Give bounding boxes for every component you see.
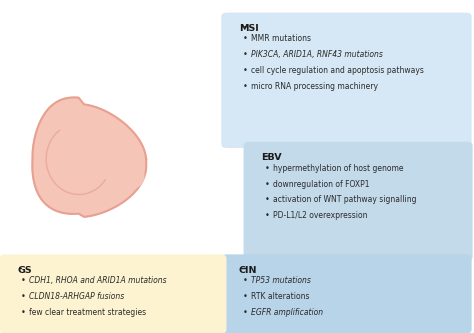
Text: downregulation of FOXP1: downregulation of FOXP1 [273,179,369,188]
Text: CLDN18-ARHGAP fusions: CLDN18-ARHGAP fusions [29,292,124,301]
Text: •: • [243,82,247,91]
Text: •: • [243,66,247,75]
Text: •: • [243,50,247,59]
FancyBboxPatch shape [221,254,472,333]
Text: •: • [243,292,247,301]
Text: MMR mutations: MMR mutations [251,34,310,43]
Text: GS: GS [17,266,32,275]
Text: CDH1, RHOA and ARID1A mutations: CDH1, RHOA and ARID1A mutations [29,276,167,285]
Text: few clear treatment strategies: few clear treatment strategies [29,308,146,317]
Text: TP53 mutations: TP53 mutations [251,276,310,285]
FancyBboxPatch shape [244,142,473,261]
Text: •: • [265,195,270,204]
Text: RTK alterations: RTK alterations [251,292,309,301]
FancyBboxPatch shape [221,13,472,148]
Text: micro RNA processing machinery: micro RNA processing machinery [251,82,378,91]
Text: •: • [243,308,247,317]
Text: CIN: CIN [239,266,257,275]
Text: PIK3CA, ARID1A, RNF43 mutations: PIK3CA, ARID1A, RNF43 mutations [251,50,383,59]
Text: •: • [265,164,270,172]
Text: PD-L1/L2 overexpression: PD-L1/L2 overexpression [273,211,367,220]
Text: •: • [21,308,26,317]
Text: hypermethylation of host genome: hypermethylation of host genome [273,164,403,172]
Text: activation of WNT pathway signalling: activation of WNT pathway signalling [273,195,416,204]
Text: •: • [265,211,270,220]
Text: EBV: EBV [261,153,282,162]
Polygon shape [32,98,146,217]
Text: MSI: MSI [239,24,258,33]
Polygon shape [135,164,144,187]
Text: •: • [265,179,270,188]
FancyBboxPatch shape [0,254,227,333]
Text: •: • [243,276,247,285]
Text: •: • [21,292,26,301]
Text: •: • [243,34,247,43]
Text: •: • [21,276,26,285]
Text: EGFR amplification: EGFR amplification [251,308,323,317]
Text: cell cycle regulation and apoptosis pathways: cell cycle regulation and apoptosis path… [251,66,423,75]
